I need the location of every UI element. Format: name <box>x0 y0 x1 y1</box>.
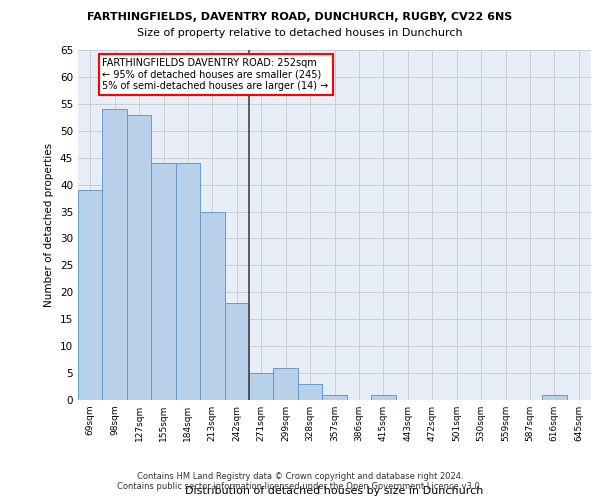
Bar <box>103 109 127 400</box>
Bar <box>322 394 347 400</box>
Bar <box>151 163 176 400</box>
Text: Contains HM Land Registry data © Crown copyright and database right 2024.: Contains HM Land Registry data © Crown c… <box>137 472 463 481</box>
Text: FARTHINGFIELDS, DAVENTRY ROAD, DUNCHURCH, RUGBY, CV22 6NS: FARTHINGFIELDS, DAVENTRY ROAD, DUNCHURCH… <box>88 12 512 22</box>
X-axis label: Distribution of detached houses by size in Dunchurch: Distribution of detached houses by size … <box>185 486 484 496</box>
Bar <box>371 394 395 400</box>
Bar <box>542 394 566 400</box>
Bar <box>298 384 322 400</box>
Bar <box>274 368 298 400</box>
Text: FARTHINGFIELDS DAVENTRY ROAD: 252sqm
← 95% of detached houses are smaller (245)
: FARTHINGFIELDS DAVENTRY ROAD: 252sqm ← 9… <box>103 58 329 92</box>
Bar <box>176 163 200 400</box>
Text: Contains public sector information licensed under the Open Government Licence v3: Contains public sector information licen… <box>118 482 482 491</box>
Y-axis label: Number of detached properties: Number of detached properties <box>44 143 55 307</box>
Bar <box>249 373 274 400</box>
Bar <box>127 114 151 400</box>
Bar <box>224 303 249 400</box>
Text: Size of property relative to detached houses in Dunchurch: Size of property relative to detached ho… <box>137 28 463 38</box>
Bar <box>78 190 103 400</box>
Bar <box>200 212 224 400</box>
